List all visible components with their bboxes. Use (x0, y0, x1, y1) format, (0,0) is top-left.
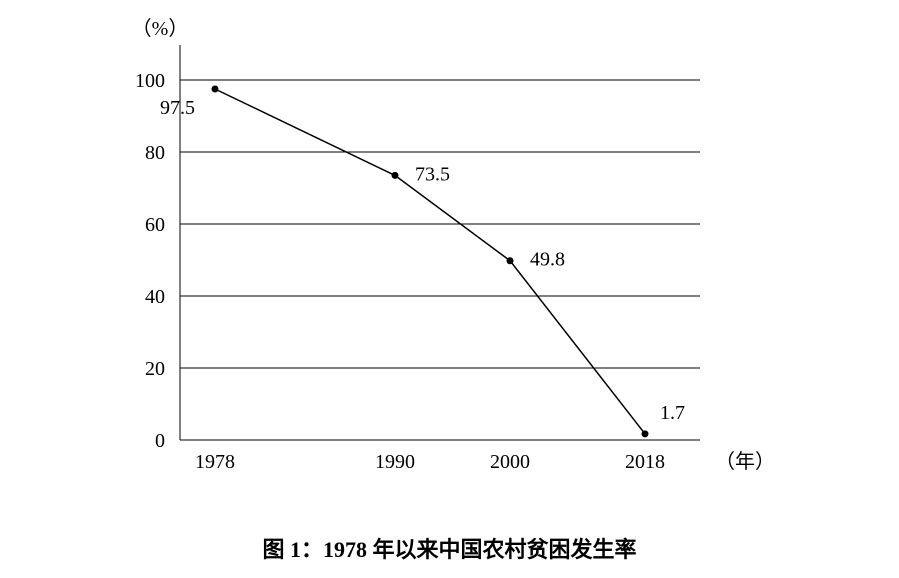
x-unit-label: （年） (715, 450, 775, 473)
y-tick-label: 20 (145, 358, 165, 380)
y-tick-label: 80 (145, 142, 165, 164)
data-point (507, 257, 514, 264)
data-label: 97.5 (160, 97, 195, 119)
data-point (392, 172, 399, 179)
y-unit-label: （%） (132, 17, 189, 40)
x-tick-label: 2018 (625, 451, 665, 473)
data-label: 1.7 (660, 402, 685, 424)
data-point (642, 430, 649, 437)
data-labels: 97.5 73.5 49.8 1.7 (160, 97, 685, 424)
data-point (212, 86, 219, 93)
axis-tick-labels: 0 20 40 60 80 100 1978 1990 2000 2018 (135, 70, 665, 473)
chart-caption: 图 1：1978 年以来中国农村贫困发生率 (0, 532, 899, 564)
y-tick-label: 100 (135, 70, 165, 92)
gridlines (180, 80, 700, 440)
x-tick-label: 1990 (375, 451, 415, 473)
chart-container: 0 20 40 60 80 100 1978 1990 2000 2018 97.5 73.5 49.… (0, 0, 899, 578)
series (212, 86, 649, 438)
x-tick-label: 1978 (195, 451, 235, 473)
data-label: 73.5 (415, 163, 450, 185)
y-tick-label: 0 (155, 430, 165, 452)
y-tick-label: 60 (145, 214, 165, 236)
chart-svg: 0 20 40 60 80 100 1978 1990 2000 2018 97.5 73.5 49.… (0, 0, 899, 578)
y-tick-label: 40 (145, 286, 165, 308)
data-label: 49.8 (530, 249, 565, 271)
x-tick-label: 2000 (490, 451, 530, 473)
series-line (215, 89, 645, 434)
